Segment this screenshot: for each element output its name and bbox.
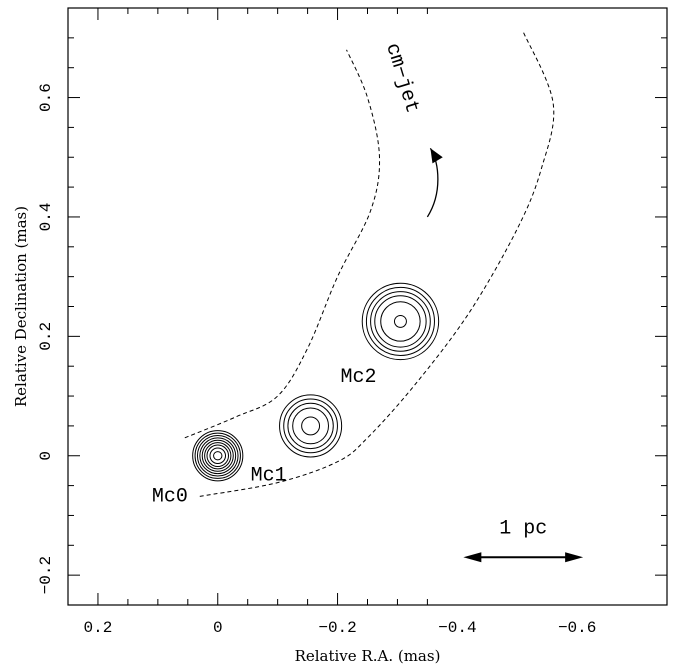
component-mc0 (193, 431, 243, 481)
contour-circle (284, 399, 338, 453)
component-label: Mc2 (341, 366, 377, 389)
contour-circle (366, 287, 434, 355)
y-tick-label: 0.2 (37, 322, 55, 351)
contour-circle (381, 302, 420, 341)
annotation-label: cm−jet (380, 41, 423, 117)
contour-circle (394, 315, 406, 327)
contour-circle (205, 443, 231, 469)
x-tick-label: 0.2 (84, 619, 113, 637)
contour-circle (197, 435, 238, 476)
x-tick-label: −0.6 (558, 619, 596, 637)
contour-circle (375, 296, 426, 347)
jet-boundaries (185, 32, 554, 496)
annotation-label: 1 pc (499, 517, 547, 540)
x-tick-label: −0.2 (318, 619, 356, 637)
jet-boundary-line (200, 32, 554, 496)
contour-circle (280, 395, 342, 457)
x-tick-label: 0 (213, 619, 223, 637)
scale-bar-right-arrowhead (565, 552, 583, 562)
x-tick-label: −0.4 (438, 619, 476, 637)
scale-bar-left-arrowhead (463, 552, 481, 562)
y-tick-label: 0.6 (37, 83, 55, 112)
ticks (68, 8, 667, 605)
plot-frame (68, 8, 667, 605)
contour-circle (214, 452, 222, 460)
arrow-head (430, 148, 442, 163)
component-label: Mc0 (152, 486, 188, 509)
x-axis-label: Relative R.A. (mas) (295, 647, 441, 665)
component-mc1 (280, 395, 342, 457)
y-tick-label: 0 (37, 451, 55, 461)
annotations: cm−jet 1 pc (380, 41, 583, 563)
contour-circle (288, 403, 333, 448)
contour-circle (293, 408, 329, 444)
contour-circle (210, 448, 226, 464)
y-tick-label: 0.4 (37, 203, 55, 232)
contour-circle (362, 283, 438, 359)
component-label: Mc1 (251, 465, 287, 488)
y-tick-label: −0.2 (37, 556, 55, 594)
contour-circle (200, 438, 236, 474)
contour-circle (302, 417, 320, 435)
tick-labels: 0.2 0 −0.2 −0.4 −0.6 −0.2 0 0.2 0.4 0.6 (37, 83, 596, 637)
component-mc2 (362, 283, 438, 359)
contour-circle (371, 292, 431, 352)
components: Mc0 Mc1 Mc2 (152, 283, 439, 508)
y-axis-label: Relative Declination (mas) (12, 206, 30, 407)
